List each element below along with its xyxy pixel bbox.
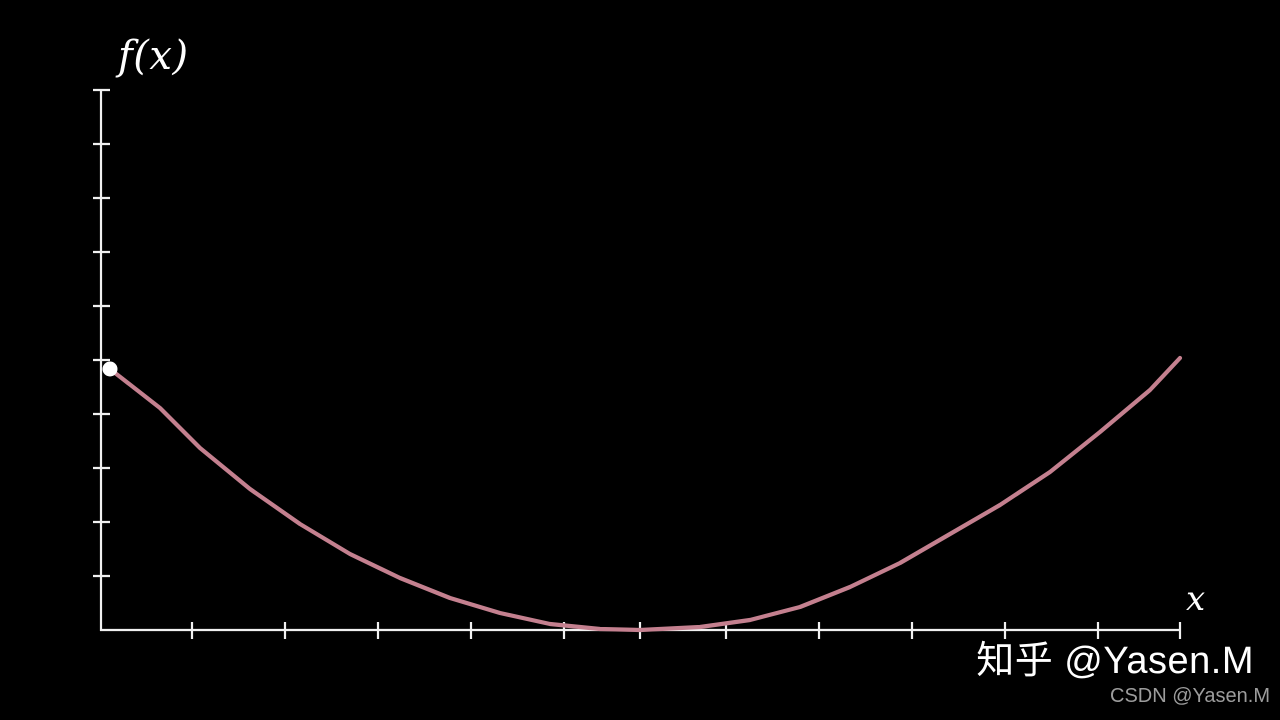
function-curve [107, 355, 1183, 633]
y-axis-label: f(x) [118, 33, 189, 79]
start-point-marker[interactable] [102, 361, 118, 377]
x-axis-label: x [1186, 579, 1206, 619]
watermark-secondary: CSDN @Yasen.M [1110, 685, 1270, 707]
watermark-primary: 知乎 @Yasen.M [976, 640, 1254, 682]
y-axis-group [93, 88, 110, 631]
